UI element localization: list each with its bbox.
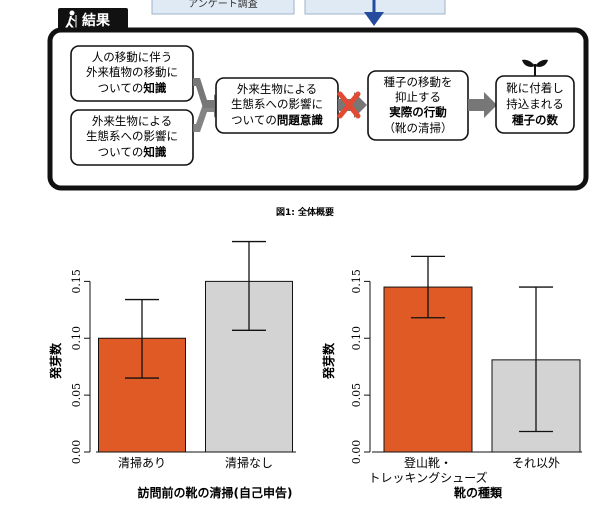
result-label: 結果 [82,12,111,29]
flow-box-2: 外来生物による 生態系への影響に ついての知識 [70,109,194,166]
y-axis-label: 発芽数 [48,342,63,380]
x-axis-label: 訪問前の靴の清掃(自己申告) [138,485,293,500]
category-label: 清掃あり [118,455,166,470]
flow-box-1-line-2: 外来植物の移動に [86,65,178,79]
flow-box-2-line-3: ついての知識 [98,145,167,159]
y-tick-label: 0.05 [350,383,363,408]
flow-box-4: 種子の移動を 抑止する 実際の行動 （靴の清掃） [367,70,469,141]
y-tick-label: 0.00 [70,440,83,465]
result-badge: 結果 [58,8,128,30]
blocked-arrow [337,91,367,119]
sprout-icon [522,59,548,76]
survey-strip-text: アンケート調査 [188,0,258,10]
category-label: 登山靴・ [404,455,452,470]
survey-strip: アンケート調査 [151,0,446,26]
flow-box-3: 外来生物による 生態系への影響に ついての問題意識 [215,77,339,134]
category-label: 清掃なし [225,455,273,470]
flow-box-1: 人の移動に伴う 外来植物の移動に ついての知識 [70,45,194,102]
y-tick-label: 0.05 [70,383,83,408]
flow-box-2-line-2: 生態系への影響に [86,129,178,143]
flow-box-5: 靴に付着し 持込まれる 種子の数 [495,75,575,134]
down-arrow-icon [364,12,384,26]
y-axis-label: 発芽数 [321,342,336,380]
flow-box-4-line-4: （靴の清掃） [384,121,453,135]
flow-arrows-in [193,78,222,132]
flow-box-1-line-1: 人の移動に伴う [92,50,173,64]
flow-box-5-line-2: 持込まれる [506,97,564,111]
y-tick-label: 0.10 [70,326,83,351]
flow-box-3-line-3: ついての問題意識 [231,113,323,127]
flow-box-2-line-1: 外来生物による [92,114,172,128]
y-tick-label: 0.15 [350,269,363,294]
category-label: トレッキングシューズ [368,470,487,485]
flow-box-4-line-2: 抑止する [395,90,441,104]
flow-box-5-line-3: 種子の数 [512,113,558,127]
hiker-icon [65,10,77,29]
y-tick-label: 0.10 [350,326,363,351]
flow-box-5-line-1: 靴に付着し [506,81,564,95]
flow-arrow-4-5 [468,92,497,118]
flow-box-3-line-2: 生態系への影響に [231,97,323,111]
category-label: それ以外 [512,456,560,470]
y-tick-label: 0.15 [70,269,83,294]
flow-box-4-line-3: 実際の行動 [389,105,447,119]
x-axis-label: 靴の種類 [454,485,503,500]
flow-box-3-line-1: 外来生物による [237,82,317,96]
cross-icon [337,91,361,119]
figure-caption: 図1: 全体概要 [276,206,334,218]
flow-box-1-line-3: ついての知識 [98,81,167,95]
y-tick-label: 0.00 [350,440,363,465]
flow-box-4-line-1: 種子の移動を [384,75,453,89]
